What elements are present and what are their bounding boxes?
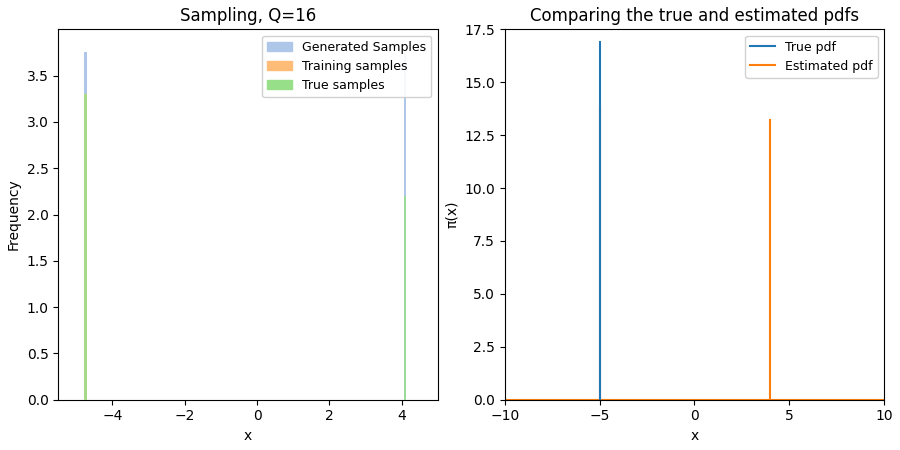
X-axis label: x: x <box>690 429 698 443</box>
Bar <box>84 94 86 400</box>
Legend: Generated Samples, Training samples, True samples: Generated Samples, Training samples, Tru… <box>263 36 431 97</box>
Legend: True pdf, Estimated pdf: True pdf, Estimated pdf <box>745 36 878 78</box>
X-axis label: x: x <box>244 429 252 443</box>
Bar <box>404 53 407 400</box>
Title: Comparing the true and estimated pdfs: Comparing the true and estimated pdfs <box>530 7 859 25</box>
Bar <box>84 53 86 400</box>
Bar <box>404 196 407 400</box>
Y-axis label: π(x): π(x) <box>445 201 459 228</box>
Title: Sampling, Q=16: Sampling, Q=16 <box>180 7 316 25</box>
Bar <box>84 94 86 400</box>
Y-axis label: Frequency: Frequency <box>7 179 21 250</box>
